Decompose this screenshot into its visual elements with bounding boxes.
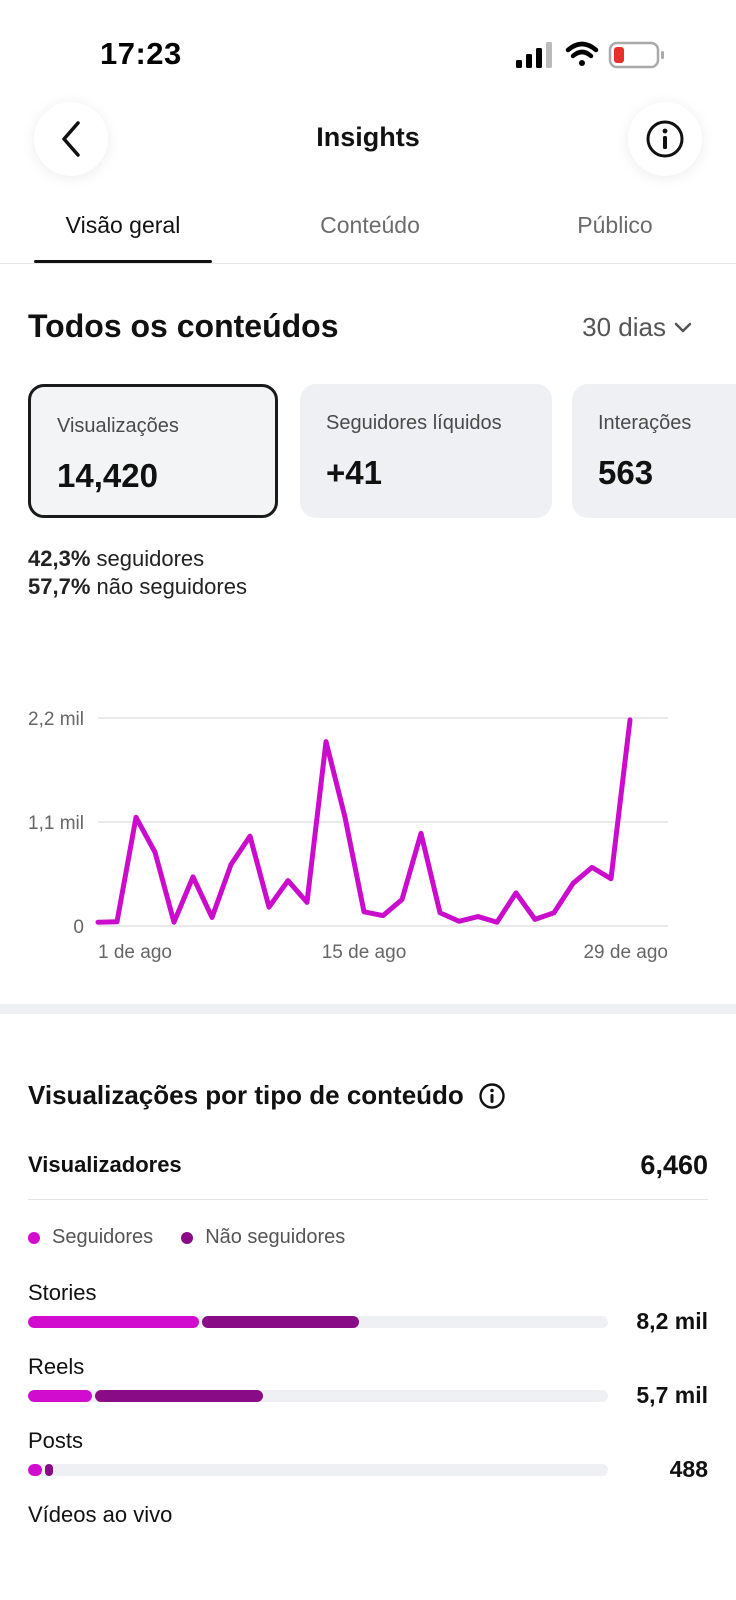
metric-card-views[interactable]: Visualizações 14,420	[28, 384, 278, 518]
legend-item-followers: Seguidores	[28, 1226, 153, 1249]
content-type-bar-track	[28, 1316, 608, 1328]
non-followers-bar-segment	[94, 1390, 263, 1402]
metric-label: Visualizações	[57, 415, 179, 437]
metric-value: 563	[598, 454, 654, 491]
non-followers-share: 57,7% não seguidores	[28, 574, 247, 600]
content-type-row: Stories 8,2 mil	[28, 1280, 708, 1350]
content-type-label: Vídeos ao vivo	[28, 1502, 173, 1527]
content-type-bar-track	[28, 1464, 608, 1476]
content-type-row: Vídeos ao vivo	[28, 1502, 708, 1572]
viewers-row: Visualizadores 6,460	[28, 1140, 708, 1200]
date-range-label: 30 dias	[582, 312, 666, 342]
content-type-label: Reels	[28, 1354, 85, 1379]
date-range-select[interactable]: 30 dias	[582, 312, 692, 343]
viewers-label: Visualizadores	[28, 1152, 182, 1177]
non-followers-pct: 57,7%	[28, 574, 91, 599]
views-series-line	[95, 717, 633, 925]
legend: Seguidores Não seguidores	[28, 1226, 345, 1249]
legend-item-non-followers: Não seguidores	[181, 1226, 345, 1249]
tab-conteudo[interactable]: Conteúdo	[320, 212, 420, 238]
metric-label: Seguidores líquidos	[326, 412, 502, 434]
info-button[interactable]	[628, 102, 702, 176]
followers-share: 42,3% seguidores	[28, 546, 204, 572]
legend-label: Seguidores	[52, 1226, 154, 1248]
non-followers-bar-segment	[202, 1316, 359, 1328]
metric-card-interactions[interactable]: Interações 563	[572, 384, 736, 518]
legend-label: Não seguidores	[205, 1226, 346, 1248]
metric-card-net-followers[interactable]: Seguidores líquidos +41	[300, 384, 552, 518]
content-type-label: Stories	[28, 1280, 97, 1305]
followers-bar-segment	[28, 1390, 92, 1402]
viewers-value: 6,460	[640, 1150, 708, 1180]
legend-dot-non-followers	[181, 1231, 194, 1244]
y-tick-label: 2,2 mil	[28, 709, 84, 730]
tab-bar: Visão geral Conteúdo Público	[0, 200, 736, 264]
status-icons	[516, 41, 664, 69]
x-tick-label: 15 de ago	[322, 942, 407, 963]
x-tick-label: 29 de ago	[583, 942, 668, 963]
content-type-title-text: Visualizações por tipo de conteúdo	[28, 1080, 464, 1110]
status-bar: 17:23	[0, 0, 736, 100]
non-followers-bar-segment	[44, 1464, 54, 1476]
followers-bar-segment	[28, 1316, 200, 1328]
wifi-icon	[565, 41, 599, 66]
chevron-left-icon	[62, 121, 80, 157]
views-line-chart: 0 1,1 mil 2,2 mil 1 de ago 15 de ago 29 de ag…	[28, 709, 668, 963]
y-tick-label: 0	[73, 917, 84, 938]
active-tab-indicator	[34, 260, 212, 263]
content-type-bar-track	[28, 1390, 608, 1402]
content-type-label: Posts	[28, 1428, 84, 1453]
tab-visao-geral[interactable]: Visão geral	[65, 212, 181, 238]
legend-dot-followers	[28, 1231, 40, 1244]
content-type-value: 5,7 mil	[636, 1382, 708, 1408]
content-type-value: 488	[669, 1456, 708, 1482]
section-divider	[0, 1004, 736, 1014]
y-tick-label: 1,1 mil	[28, 813, 84, 834]
section-title: Todos os conteúdos	[28, 308, 339, 344]
followers-text: seguidores	[96, 546, 205, 571]
status-time: 17:23	[100, 36, 182, 71]
followers-pct: 42,3%	[28, 546, 91, 571]
content-type-row: Posts 488	[28, 1428, 708, 1498]
content-type-row: Reels 5,7 mil	[28, 1354, 708, 1424]
back-button[interactable]	[34, 102, 108, 176]
metric-value: 14,420	[57, 457, 158, 494]
metric-value: +41	[326, 454, 382, 491]
metric-label: Interações	[598, 412, 692, 434]
x-tick-label: 1 de ago	[98, 942, 172, 963]
chevron-down-icon	[674, 322, 692, 332]
cellular-signal-icon	[516, 42, 552, 68]
tab-publico[interactable]: Público	[577, 212, 653, 238]
content-type-title: Visualizações por tipo de conteúdo	[28, 1080, 506, 1111]
info-icon	[646, 120, 684, 158]
info-icon[interactable]	[478, 1082, 506, 1110]
followers-bar-segment	[28, 1464, 42, 1476]
battery-icon	[608, 41, 664, 69]
non-followers-text: não seguidores	[96, 574, 247, 599]
content-type-value: 8,2 mil	[636, 1308, 708, 1334]
page-title: Insights	[316, 122, 420, 152]
